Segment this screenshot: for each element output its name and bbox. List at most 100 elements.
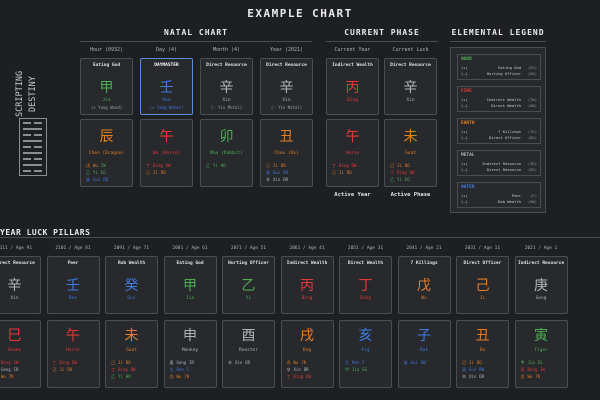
hidden-stem-char: 戊: [169, 374, 174, 379]
stem-card[interactable]: Direct Resource 辛 Xin (- Yin Metal): [200, 58, 253, 115]
brand-text: SCRIPTING DESTINY: [15, 70, 38, 118]
hidden-stem-pinyin: Jia: [352, 367, 360, 372]
branch-card[interactable]: 午 Horse 丁 Ding DW 己 Ji DO: [326, 119, 379, 187]
branch-animal: Chou (Ox): [274, 151, 299, 156]
hidden-stem-god: DO: [346, 170, 352, 175]
earthly-branch-char: 午: [345, 129, 360, 145]
hidden-stem-row: 癸 Gui RO: [266, 169, 291, 176]
hidden-stem-god: DW: [409, 170, 415, 175]
hidden-stem-row: 甲 Jia EG: [345, 366, 370, 373]
hidden-stem-god: EG: [537, 360, 543, 365]
heavenly-stem-char: 戊: [417, 277, 431, 294]
legend-row: (+) Peer (F): [461, 193, 537, 198]
hidden-stem-god: EG: [404, 177, 410, 182]
legend-polarity: (+): [461, 161, 468, 166]
branch-card[interactable]: 申 Monkey 庚 Geng IR 壬 Ren F 戊 Wu 7K: [163, 320, 217, 388]
branch-card[interactable]: 戌 Dog 戊 Wu 7K 辛 Xin DR 丁 Ding DW: [280, 320, 334, 388]
legend-god-name: Direct Officer: [488, 135, 521, 140]
hidden-stem-god: DR: [283, 177, 289, 182]
hidden-stem-char: 戊: [86, 163, 90, 168]
stem-polarity-note: (+ Yang Water): [149, 104, 184, 110]
hidden-stem-pinyin: Ji: [273, 163, 278, 168]
stem-card[interactable]: Indirect Resource 庚 Geng: [514, 256, 568, 314]
branch-animal: Rooster: [239, 348, 258, 353]
stem-card[interactable]: Hurting Officer 乙 Yi: [222, 256, 275, 314]
legend-element-name: FIRE: [461, 89, 472, 94]
legend-god-code: (HO): [527, 71, 537, 76]
legend-god-code: (EG): [527, 65, 537, 70]
branch-card[interactable]: 丑 Ox 己 Ji DO 癸 Gui RW 辛 Xin DR: [456, 320, 509, 388]
stem-pinyin: Jia: [185, 296, 195, 302]
stem-card[interactable]: Direct Resource 辛 Xin (- Yin Metal): [260, 58, 313, 115]
earthly-branch-char: 未: [403, 129, 418, 145]
stem-polarity-note: (- Yin Metal): [210, 104, 243, 110]
heavenly-stem-char: 辛: [403, 79, 418, 96]
stem-card[interactable]: Indirect Wealth 丙 Bing: [326, 58, 379, 115]
hidden-stem-row: 癸 Gui RW: [462, 366, 487, 373]
stem-card[interactable]: Indirect Wealth 丙 Bing: [280, 256, 334, 314]
branch-card[interactable]: 巳 Snake 丙BingIW庚GengIR戊Wu7K: [0, 320, 41, 388]
ten-god-label: Hurting Officer: [228, 261, 269, 266]
legend-element-name: METAL: [461, 153, 475, 158]
hidden-stem-pinyin: Ding: [339, 163, 349, 168]
stem-pinyin: Xin: [406, 97, 415, 103]
ten-god-label: Direct Officer: [463, 261, 502, 266]
heavenly-stem-char: 甲: [99, 79, 114, 96]
phase-caption: Active Phase: [390, 192, 431, 198]
luck-pillar-header: 2051 / Age 31: [347, 246, 384, 251]
page-title: EXAMPLE CHART: [247, 7, 353, 20]
stem-card[interactable]: Direct Officer 己 Ji: [456, 256, 509, 314]
hidden-stem-pinyin: Ren: [352, 360, 360, 365]
stem-card[interactable]: Direct Wealth 丁 Ding: [339, 256, 392, 314]
branch-card[interactable]: 午 Horse 丁 Ding DW 己 Ji DO: [46, 320, 100, 388]
luck-pillar-header: 2071 / Age 51: [230, 246, 267, 251]
branch-card[interactable]: 寅 Tiger 甲 Jia EG 丙 Bing IW 戊 Wu 7K: [514, 320, 568, 388]
hidden-stem-pinyin: Ding: [59, 360, 70, 365]
branch-card[interactable]: 午 Wu (Horse) 丁 Ding DW 己 Ji DO: [140, 119, 193, 187]
hidden-stem-char: 丁: [146, 163, 150, 168]
legend-god-code: (IW): [527, 97, 537, 102]
legend-element-name: WOOD: [461, 57, 472, 62]
earthly-branch-char: 申: [183, 328, 197, 344]
branch-animal: Horse: [66, 348, 80, 353]
stem-card[interactable]: Peer 壬 Ren: [46, 256, 100, 314]
branch-card[interactable]: 未 Goat 己 Ji DO 丁 Ding DW 乙 Yi HO: [105, 320, 158, 388]
legend-god-name: Indirect Resource: [482, 161, 521, 166]
hidden-stem-char: 己: [266, 163, 270, 168]
branch-card[interactable]: 亥 Pig 壬 Ren F 甲 Jia EG: [339, 320, 392, 388]
hidden-stem-god: F: [186, 367, 190, 372]
hidden-stem-char: 壬: [169, 367, 174, 372]
earthly-branch-char: 丑: [279, 129, 294, 145]
hidden-stem-char: 乙: [86, 170, 90, 175]
stem-card[interactable]: Eating God 甲 Jia: [163, 256, 217, 314]
earthly-branch-char: 辰: [99, 129, 114, 145]
branch-card[interactable]: 酉 Rooster 辛 Xin DR: [222, 320, 275, 388]
stem-card[interactable]: DAYMASTER 壬 Ren (+ Yang Water): [140, 58, 193, 115]
branch-card[interactable]: 卯 Mao (Rabbit) 乙 Yi HO: [200, 119, 253, 187]
stem-card[interactable]: Eating God 甲 Jia (+ Yang Wood): [80, 58, 133, 115]
stem-card[interactable]: Rob Wealth 癸 Gui: [105, 256, 158, 314]
stem-polarity-note: (+ Yang Wood): [90, 104, 123, 110]
branch-card[interactable]: 子 Rat 癸 Gui RW: [397, 320, 451, 388]
branch-animal: Ox: [479, 348, 486, 353]
branch-card[interactable]: 未 Goat 己 Ji DO 丁 Ding DW 乙 Yi EG: [384, 119, 437, 187]
branch-card[interactable]: 丑 Chou (Ox) 己 Ji DO 癸 Gui RO 辛 Xin DR: [260, 119, 313, 187]
branch-animal: Wu (Horse): [152, 151, 181, 156]
hidden-stem-pinyin: Gui: [93, 177, 101, 182]
hidden-stem-pinyin: Ji: [153, 170, 158, 175]
luck-pillar-header: 2081 / Age 61: [172, 246, 208, 251]
hidden-stem-char: 庚: [169, 360, 174, 365]
branch-card[interactable]: 辰 Chen (Dragon) 戊 Wu IW 乙 Yi EG 癸 Gui DO: [80, 119, 133, 187]
stem-card[interactable]: 7 Killings 戊 Wu: [397, 256, 451, 314]
legend-god-code: (DO): [527, 135, 537, 140]
stem-pinyin: Ren: [162, 97, 171, 103]
hidden-stem-pinyin: Wu: [527, 374, 533, 379]
brand-logo: [19, 118, 47, 176]
hidden-stem-row: 癸 Gui DO: [86, 176, 111, 183]
